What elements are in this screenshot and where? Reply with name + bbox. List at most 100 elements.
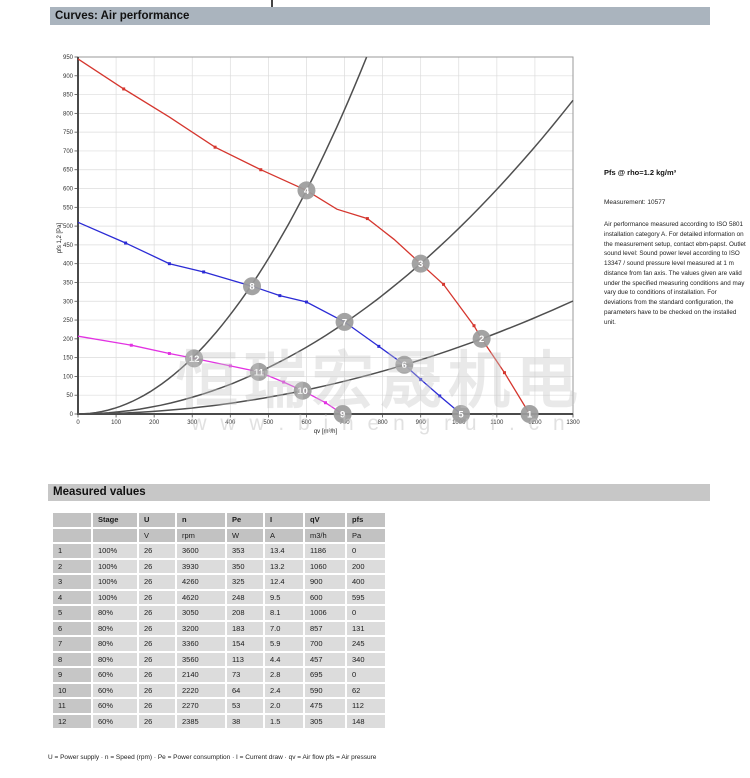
fan-curve-100pct xyxy=(77,58,531,415)
value-cell: 2220 xyxy=(177,683,225,697)
value-cell: 857 xyxy=(305,621,345,635)
operating-point-11: 11 xyxy=(249,362,268,381)
value-cell: 4620 xyxy=(177,590,225,604)
operating-point-7: 7 xyxy=(335,312,354,331)
value-cell: 2.8 xyxy=(265,668,303,682)
row-number-cell: 1 xyxy=(53,544,91,558)
svg-text:3: 3 xyxy=(418,259,423,270)
table-row: 2 100% 26 3930 350 13.2 1060 200 xyxy=(53,559,385,573)
value-cell: 3360 xyxy=(177,637,225,651)
value-cell: 60% xyxy=(93,714,137,728)
value-cell: 8.1 xyxy=(265,606,303,620)
operating-point-8: 8 xyxy=(243,277,262,296)
column-header-cell: Pa xyxy=(347,528,385,542)
row-number-cell: 3 xyxy=(53,575,91,589)
value-cell: 3050 xyxy=(177,606,225,620)
svg-text:800: 800 xyxy=(63,111,74,117)
svg-text:800: 800 xyxy=(378,420,389,426)
top-rule-fragment xyxy=(271,0,273,9)
value-cell: 113 xyxy=(227,652,263,666)
svg-text:600: 600 xyxy=(63,187,74,193)
value-cell: 0 xyxy=(347,668,385,682)
operating-point-9: 9 xyxy=(333,405,352,423)
svg-text:100: 100 xyxy=(63,374,74,380)
operating-point-2: 2 xyxy=(472,329,491,348)
value-cell: 26 xyxy=(139,606,175,620)
value-cell: 1060 xyxy=(305,559,345,573)
chart-side-panel: Pfs @ rho=1.2 kg/m³ Measurement: 10577 A… xyxy=(604,168,746,327)
svg-text:450: 450 xyxy=(63,243,74,249)
column-header-cell: qV xyxy=(305,513,345,527)
table-row: 10 60% 26 2220 64 2.4 590 62 xyxy=(53,683,385,697)
value-cell: 80% xyxy=(93,621,137,635)
operating-point-4: 4 xyxy=(297,181,316,200)
operating-point-3: 3 xyxy=(411,254,430,273)
operating-point-1: 1 xyxy=(520,405,539,423)
row-number-cell: 4 xyxy=(53,590,91,604)
value-cell: 100% xyxy=(93,575,137,589)
value-cell: 60% xyxy=(93,699,137,713)
svg-text:700: 700 xyxy=(63,149,74,155)
column-header-cell: U xyxy=(139,513,175,527)
value-cell: 26 xyxy=(139,637,175,651)
value-cell: 0 xyxy=(347,606,385,620)
value-cell: 325 xyxy=(227,575,263,589)
value-cell: 245 xyxy=(347,637,385,651)
value-cell: 26 xyxy=(139,699,175,713)
column-header-cell: Stage xyxy=(93,513,137,527)
value-cell: 2270 xyxy=(177,699,225,713)
value-cell: 400 xyxy=(347,575,385,589)
y-axis-label: pfs 1,2 [Pa] xyxy=(57,222,63,253)
value-cell: 475 xyxy=(305,699,345,713)
table-row: 4 100% 26 4620 248 9.5 600 595 xyxy=(53,590,385,604)
svg-text:900: 900 xyxy=(416,420,427,426)
value-cell: 53 xyxy=(227,699,263,713)
value-cell: 13.2 xyxy=(265,559,303,573)
svg-text:8: 8 xyxy=(249,282,254,293)
fan-curve-80pct xyxy=(77,221,462,415)
value-cell: 26 xyxy=(139,668,175,682)
table-row: 6 80% 26 3200 183 7.0 857 131 xyxy=(53,621,385,635)
curves-section-title: Curves: Air performance xyxy=(50,7,710,25)
value-cell: 340 xyxy=(347,652,385,666)
svg-text:600: 600 xyxy=(301,420,312,426)
value-cell: 2.4 xyxy=(265,683,303,697)
measured-values-section-title: Measured values xyxy=(48,484,710,501)
column-header-cell xyxy=(53,528,91,542)
svg-text:1300: 1300 xyxy=(566,420,580,426)
value-cell: 7.0 xyxy=(265,621,303,635)
value-cell: 3600 xyxy=(177,544,225,558)
value-cell: 1.5 xyxy=(265,714,303,728)
value-cell: 208 xyxy=(227,606,263,620)
load-line-1 xyxy=(77,56,368,415)
table-row: 3 100% 26 4260 325 12.4 900 400 xyxy=(53,575,385,589)
value-cell: 2.0 xyxy=(265,699,303,713)
value-cell: 80% xyxy=(93,606,137,620)
value-cell: 148 xyxy=(347,714,385,728)
svg-text:300: 300 xyxy=(187,420,198,426)
svg-text:0: 0 xyxy=(76,420,80,426)
value-cell: 100% xyxy=(93,544,137,558)
value-cell: 590 xyxy=(305,683,345,697)
value-cell: 2385 xyxy=(177,714,225,728)
column-header-cell: m3/h xyxy=(305,528,345,542)
svg-text:1200: 1200 xyxy=(528,420,542,426)
svg-text:1000: 1000 xyxy=(452,420,466,426)
value-cell: 3930 xyxy=(177,559,225,573)
svg-text:900: 900 xyxy=(63,74,74,80)
svg-text:9: 9 xyxy=(340,409,345,420)
svg-text:6: 6 xyxy=(402,360,407,371)
value-cell: 900 xyxy=(305,575,345,589)
value-cell: 100% xyxy=(93,590,137,604)
table-row: 8 80% 26 3560 113 4.4 457 340 xyxy=(53,652,385,666)
operating-point-10: 10 xyxy=(293,381,312,400)
value-cell: 350 xyxy=(227,559,263,573)
svg-text:200: 200 xyxy=(63,337,74,343)
row-number-cell: 10 xyxy=(53,683,91,697)
value-cell: 9.5 xyxy=(265,590,303,604)
table-row: 12 60% 26 2385 38 1.5 305 148 xyxy=(53,714,385,728)
column-header-cell: rpm xyxy=(177,528,225,542)
value-cell: 100% xyxy=(93,559,137,573)
